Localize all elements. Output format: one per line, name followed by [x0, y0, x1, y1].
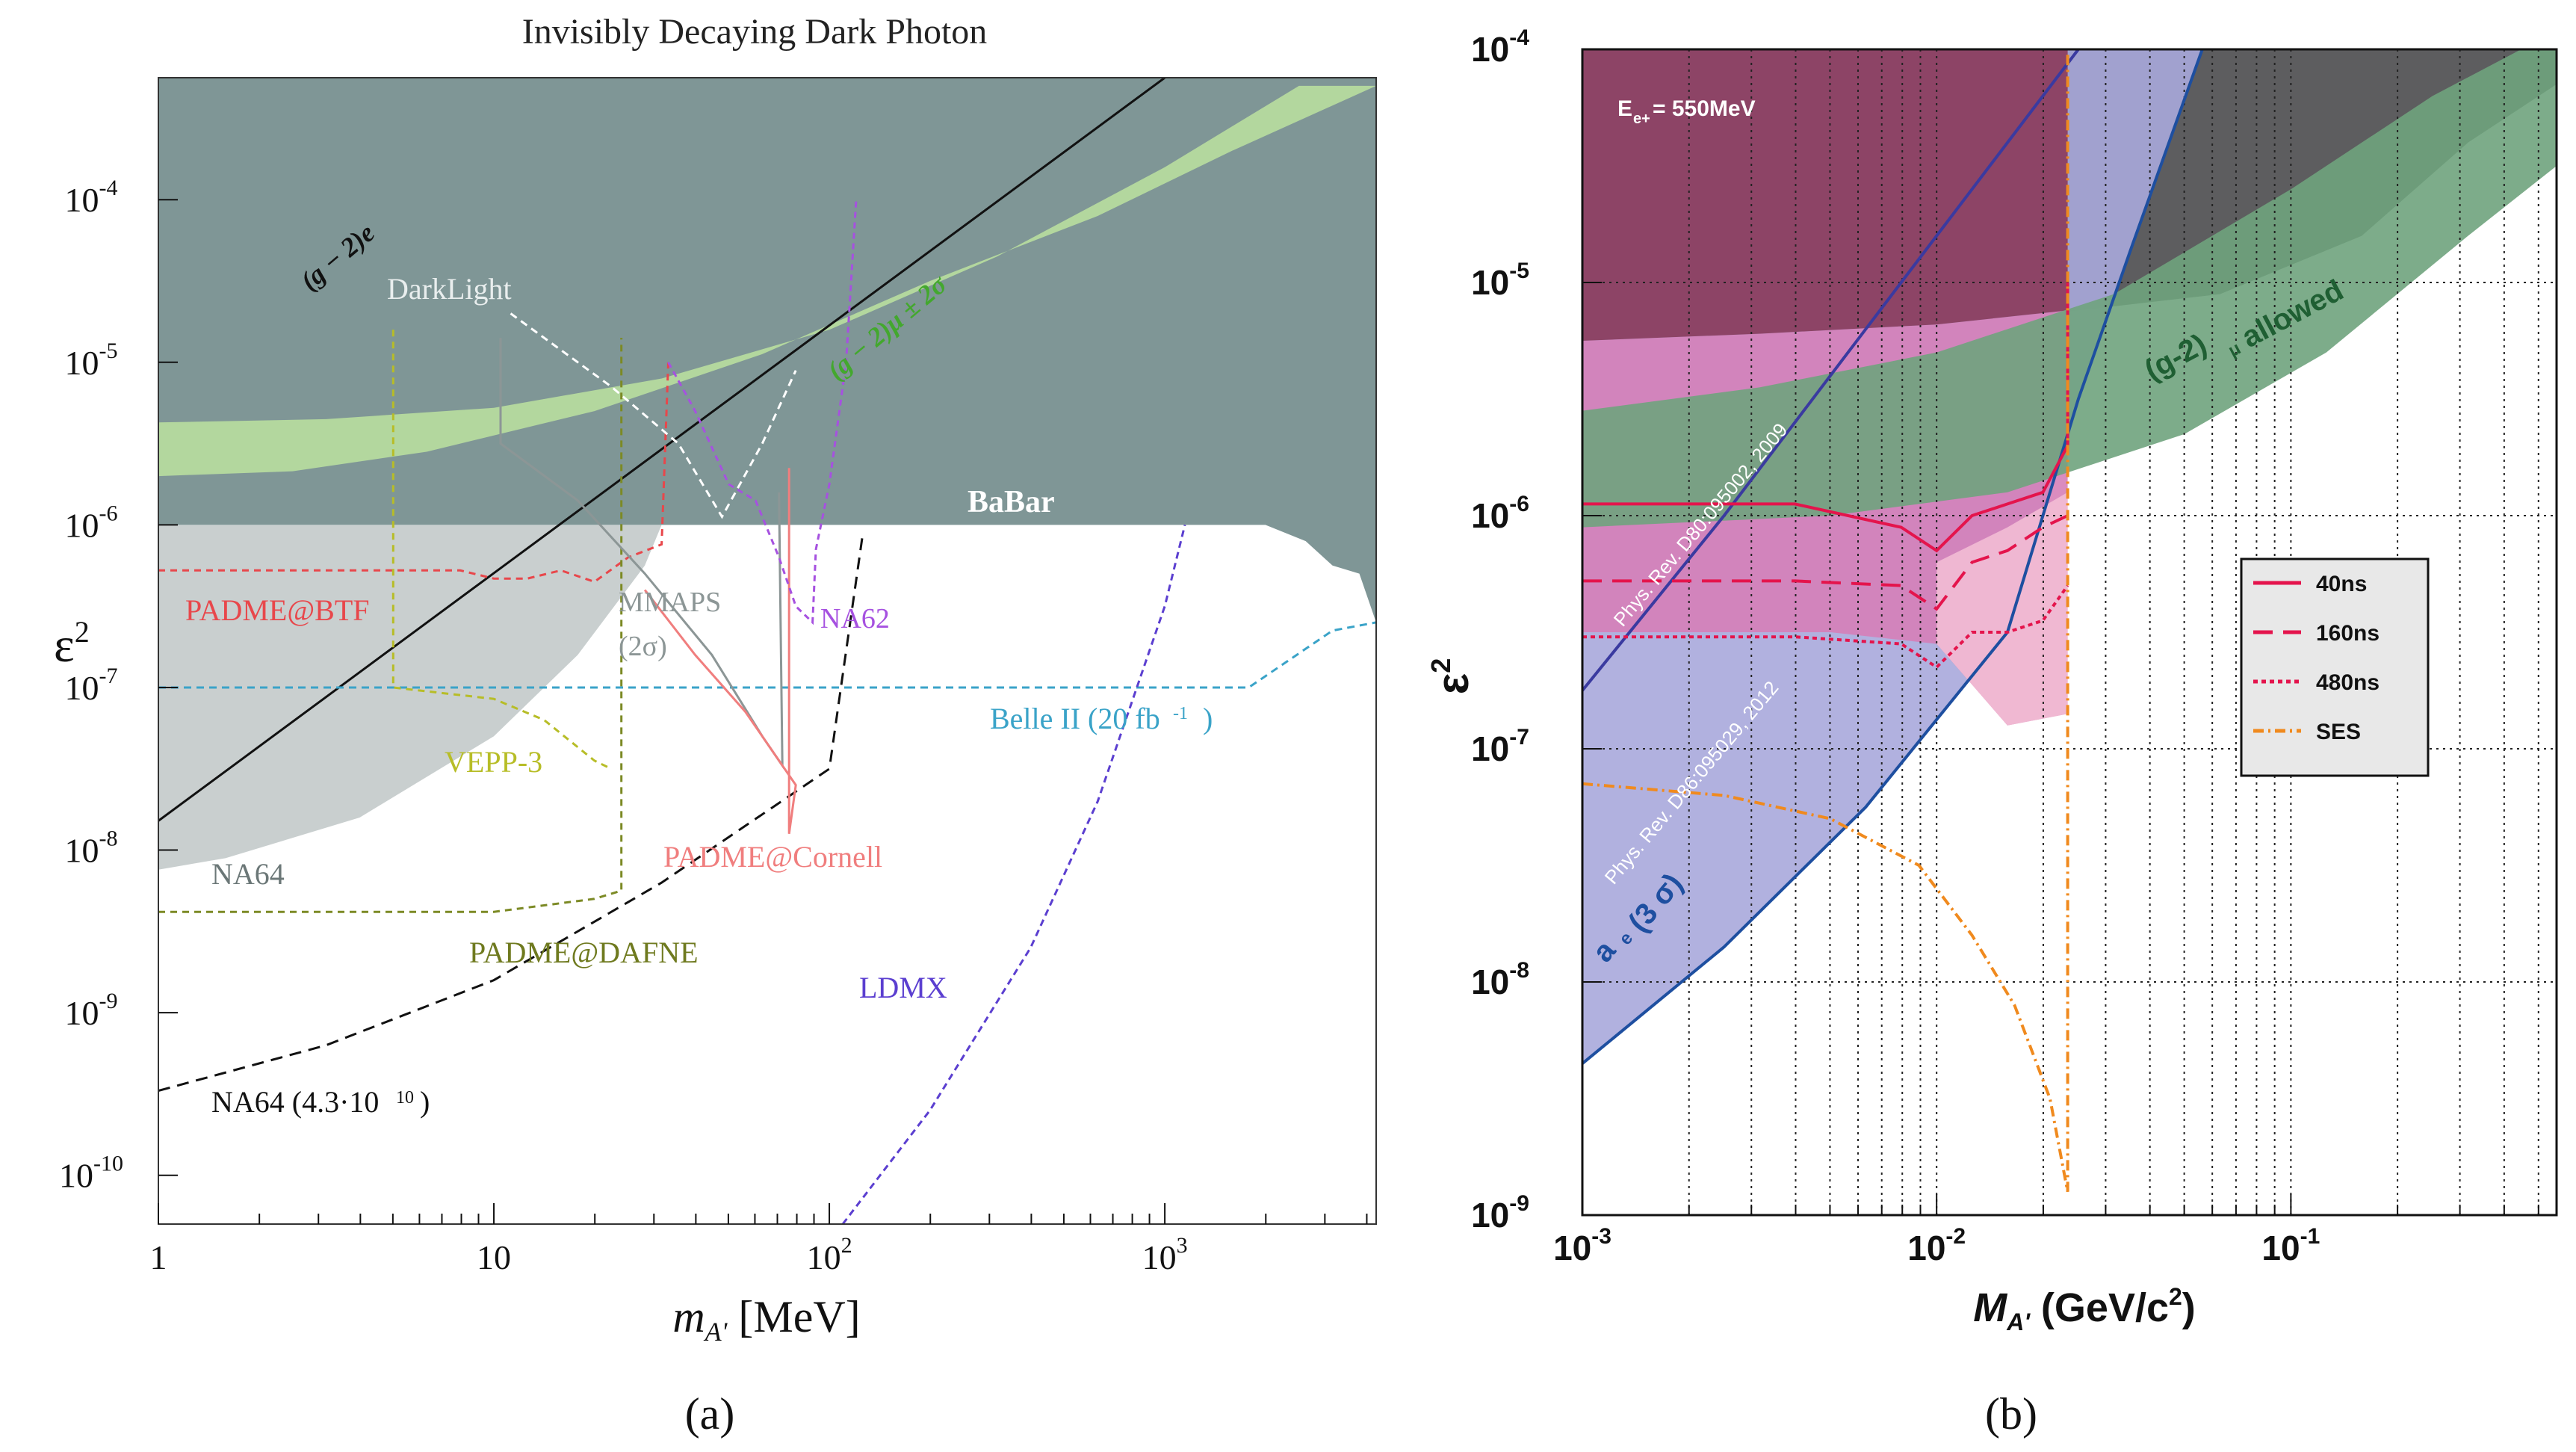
y-tick-label: 10-4 [65, 176, 118, 219]
label-ldmx: LDMX [859, 971, 947, 1004]
curve-padme-btf [158, 362, 669, 584]
label-na64: NA64 [211, 857, 285, 891]
curve-480ns [1582, 584, 2069, 670]
panel-a-label: (a) [685, 1389, 735, 1439]
panel-a-title: Invisibly Decaying Dark Photon [522, 12, 988, 52]
region-na64 [158, 525, 662, 870]
y-tick-label: 10-7 [65, 664, 118, 707]
label-10: 10 [396, 1088, 414, 1107]
label-darklight: DarkLight [387, 272, 512, 306]
label-: ) [1203, 702, 1213, 735]
curve-160ns [1582, 514, 2069, 611]
curve-40ns [1582, 282, 2069, 553]
panel-a-x-axis-label: mA' [MeV] [672, 1292, 860, 1347]
y-tick-label: 10-5 [1471, 259, 1529, 302]
curve-na62 [667, 200, 858, 625]
panel-b-y-axis-label: ε2 [1425, 658, 1478, 695]
curve-padme-cornell [643, 468, 797, 835]
curve-belle-ii-20-fb-1 [158, 621, 1376, 689]
region-g-2-allowed [1582, 49, 2557, 528]
label-vepp-3: VEPP-3 [445, 745, 542, 779]
y-tick-label: 10-4 [1471, 25, 1529, 69]
label-550mev: = 550MeV [1653, 96, 1756, 121]
label-e: e+ [1633, 111, 1650, 127]
label-1: -1 [1173, 704, 1188, 723]
curve-phys-rev-d80-purple [1582, 49, 2080, 692]
y-tick-label: 10-6 [1471, 492, 1529, 535]
label-mmaps: MMAPS [619, 587, 721, 618]
x-tick-label: 102 [807, 1233, 852, 1276]
label-na62: NA62 [820, 603, 890, 634]
curve-ldmx [841, 525, 1186, 1224]
curve-darklight [510, 312, 797, 519]
y-tick-label: 10-8 [1471, 958, 1529, 1001]
label-belle-ii-20-fb: Belle II (20 fb [990, 702, 1160, 735]
x-tick-label: 103 [1142, 1233, 1188, 1276]
panel-a-y-axis-label: ε2 [54, 615, 90, 673]
label-padme-cornell: PADME@Cornell [663, 840, 882, 874]
label-2: (2σ) [619, 631, 667, 662]
curve-g-2-e [158, 78, 1165, 822]
legend-label-ses: SES [2316, 720, 2361, 744]
region-pink-light [1936, 492, 2068, 726]
panel-b-legend: 40ns 160ns 480ns SES [2240, 557, 2430, 777]
panel-b-label: (b) [1985, 1389, 2037, 1439]
y-tick-label: 10-10 [59, 1152, 123, 1195]
y-tick-label: 10-6 [65, 501, 118, 544]
curve-na64-4-3-10-10 [158, 532, 864, 1093]
legend-label-160ns: 160ns [2316, 621, 2380, 646]
label-na64-4-3-10: NA64 (4.3·10 [211, 1085, 379, 1119]
x-tick-label: 10-2 [1907, 1224, 1966, 1267]
label-: ) [420, 1085, 430, 1119]
curve-padme-dafne [158, 338, 623, 913]
legend-label-40ns: 40ns [2316, 572, 2367, 596]
region-g-2-band [158, 85, 1376, 477]
curve-ses [1582, 49, 2069, 1193]
x-tick-label: 10-1 [2261, 1224, 2320, 1267]
label-e: E [1617, 96, 1632, 121]
label-babar: BaBar [967, 485, 1055, 519]
x-tick-label: 1 [150, 1238, 167, 1276]
label-padme-dafne: PADME@DAFNE [469, 936, 699, 969]
y-tick-label: 10-7 [1471, 725, 1529, 768]
x-tick-label: 10-3 [1553, 1224, 1611, 1267]
label-padme-btf: PADME@BTF [185, 593, 370, 627]
y-tick-label: 10-8 [65, 827, 118, 870]
y-tick-label: 10-5 [65, 339, 118, 382]
y-tick-label: 10-9 [65, 989, 118, 1032]
region-maroon [1582, 49, 2068, 341]
x-tick-label: 10 [477, 1238, 511, 1276]
panel-b-x-axis-label: MA' (GeV/c2) [1973, 1283, 2196, 1335]
y-tick-label: 10-9 [1471, 1191, 1529, 1235]
legend-label-480ns: 480ns [2316, 670, 2380, 695]
panel-a: Invisibly Decaying Dark Photon 1 10 102 103… [54, 12, 1377, 1439]
